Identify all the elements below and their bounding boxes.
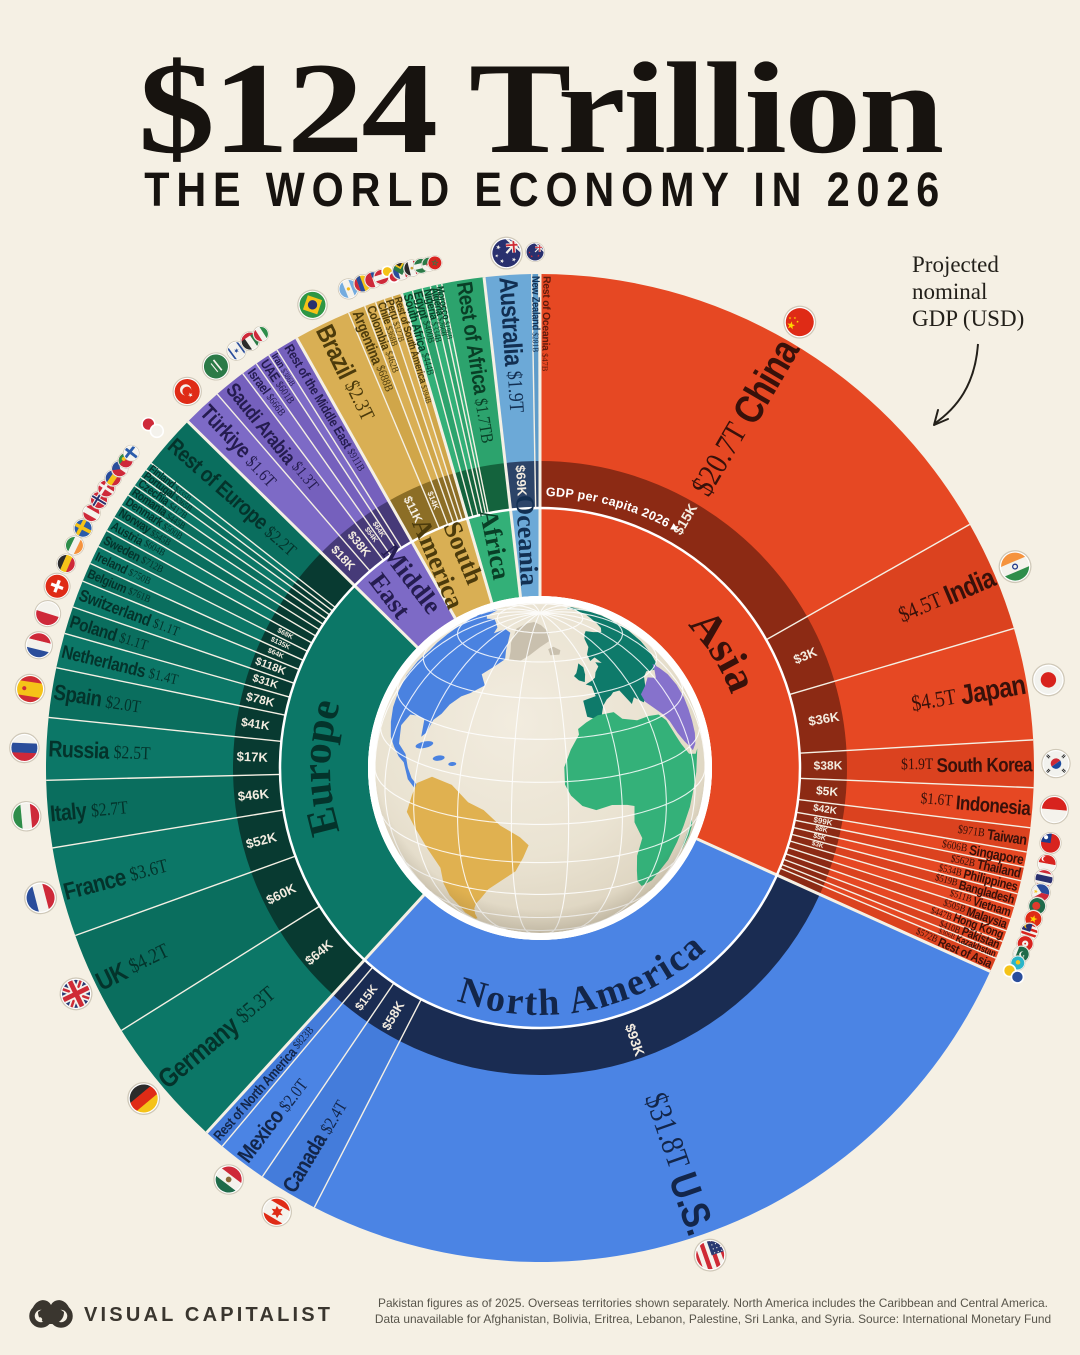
- svg-text:Russia $2.5T: Russia $2.5T: [48, 736, 152, 766]
- svg-text:$46K: $46K: [237, 786, 270, 804]
- svg-text:GDP (USD): GDP (USD): [912, 306, 1024, 331]
- svg-text:$42K: $42K: [812, 803, 838, 817]
- svg-text:$69K: $69K: [513, 465, 530, 498]
- svg-text:Data unavailable for Afghanist: Data unavailable for Afghanistan, Bolivi…: [375, 1312, 1051, 1326]
- svg-text:$971B Taiwan: $971B Taiwan: [957, 821, 1028, 848]
- svg-text:$36K: $36K: [807, 709, 841, 729]
- svg-text:Projected: Projected: [912, 252, 999, 277]
- svg-text:$17K: $17K: [236, 749, 268, 765]
- svg-text:$99K: $99K: [813, 815, 834, 827]
- svg-text:$1.6T Indonesia: $1.6T Indonesia: [920, 787, 1033, 819]
- svg-text:$3K: $3K: [811, 840, 825, 850]
- svg-text:nominal: nominal: [912, 279, 987, 304]
- svg-text:Rest of Oceania $47B: Rest of Oceania $47B: [539, 276, 552, 372]
- svg-text:Oceania: Oceania: [510, 494, 544, 586]
- svg-text:$1.9T South Korea: $1.9T South Korea: [901, 752, 1033, 776]
- svg-text:Italy $2.7T: Italy $2.7T: [49, 794, 130, 827]
- svg-text:THE WORLD ECONOMY IN 2026: THE WORLD ECONOMY IN 2026: [144, 163, 946, 217]
- svg-text:Australia $1.9T: Australia $1.9T: [493, 276, 531, 414]
- svg-text:$5K: $5K: [816, 783, 839, 799]
- svg-text:Pakistan figures as of 2025. O: Pakistan figures as of 2025. Overseas te…: [378, 1296, 1048, 1310]
- svg-text:$124 Trillion: $124 Trillion: [138, 36, 943, 181]
- svg-text:$78K: $78K: [245, 689, 277, 710]
- svg-text:$5K: $5K: [812, 833, 826, 843]
- svg-text:$38K: $38K: [814, 758, 843, 772]
- svg-text:$8K: $8K: [814, 825, 828, 835]
- svg-text:$41K: $41K: [240, 715, 271, 733]
- svg-text:VISUAL CAPITALIST: VISUAL CAPITALIST: [84, 1304, 333, 1326]
- svg-text:New Zealand $281B: New Zealand $281B: [529, 276, 542, 353]
